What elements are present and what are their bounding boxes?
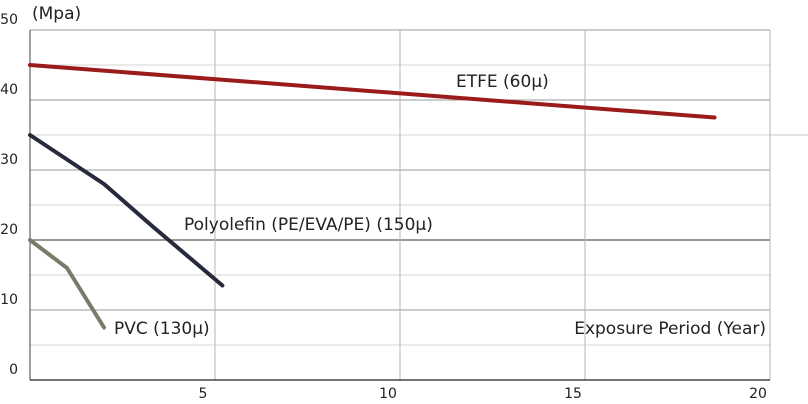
y-tick-label: 50 bbox=[0, 12, 18, 28]
x-tick-labels: 5 10 15 20 bbox=[199, 386, 767, 402]
x-axis-label: Exposure Period (Year) bbox=[574, 319, 766, 339]
x-tick-label: 5 bbox=[199, 386, 208, 402]
series-lines bbox=[28, 63, 717, 330]
y-tick-labels: 0 10 20 30 40 50 bbox=[0, 12, 18, 378]
series-line-polyolefin bbox=[28, 133, 225, 288]
series-label-etfe: ETFE (60µ) bbox=[456, 72, 549, 92]
series-line-pvc bbox=[28, 238, 106, 330]
y-tick-label: 0 bbox=[9, 362, 18, 378]
y-axis-label: (Mpa) bbox=[32, 4, 81, 24]
x-tick-label: 15 bbox=[564, 386, 582, 402]
axes bbox=[29, 30, 770, 381]
series-line-etfe bbox=[28, 63, 717, 120]
y-tick-label: 40 bbox=[0, 82, 18, 98]
y-tick-label: 20 bbox=[0, 222, 18, 238]
x-tick-label: 20 bbox=[749, 386, 767, 402]
series-label-pvc: PVC (130µ) bbox=[114, 319, 210, 339]
grid bbox=[30, 29, 808, 380]
y-tick-label: 10 bbox=[0, 292, 18, 308]
y-tick-label: 30 bbox=[0, 152, 18, 168]
series-label-polyolefin: Polyolefin (PE/EVA/PE) (150µ) bbox=[184, 215, 433, 235]
x-tick-label: 10 bbox=[379, 386, 397, 402]
